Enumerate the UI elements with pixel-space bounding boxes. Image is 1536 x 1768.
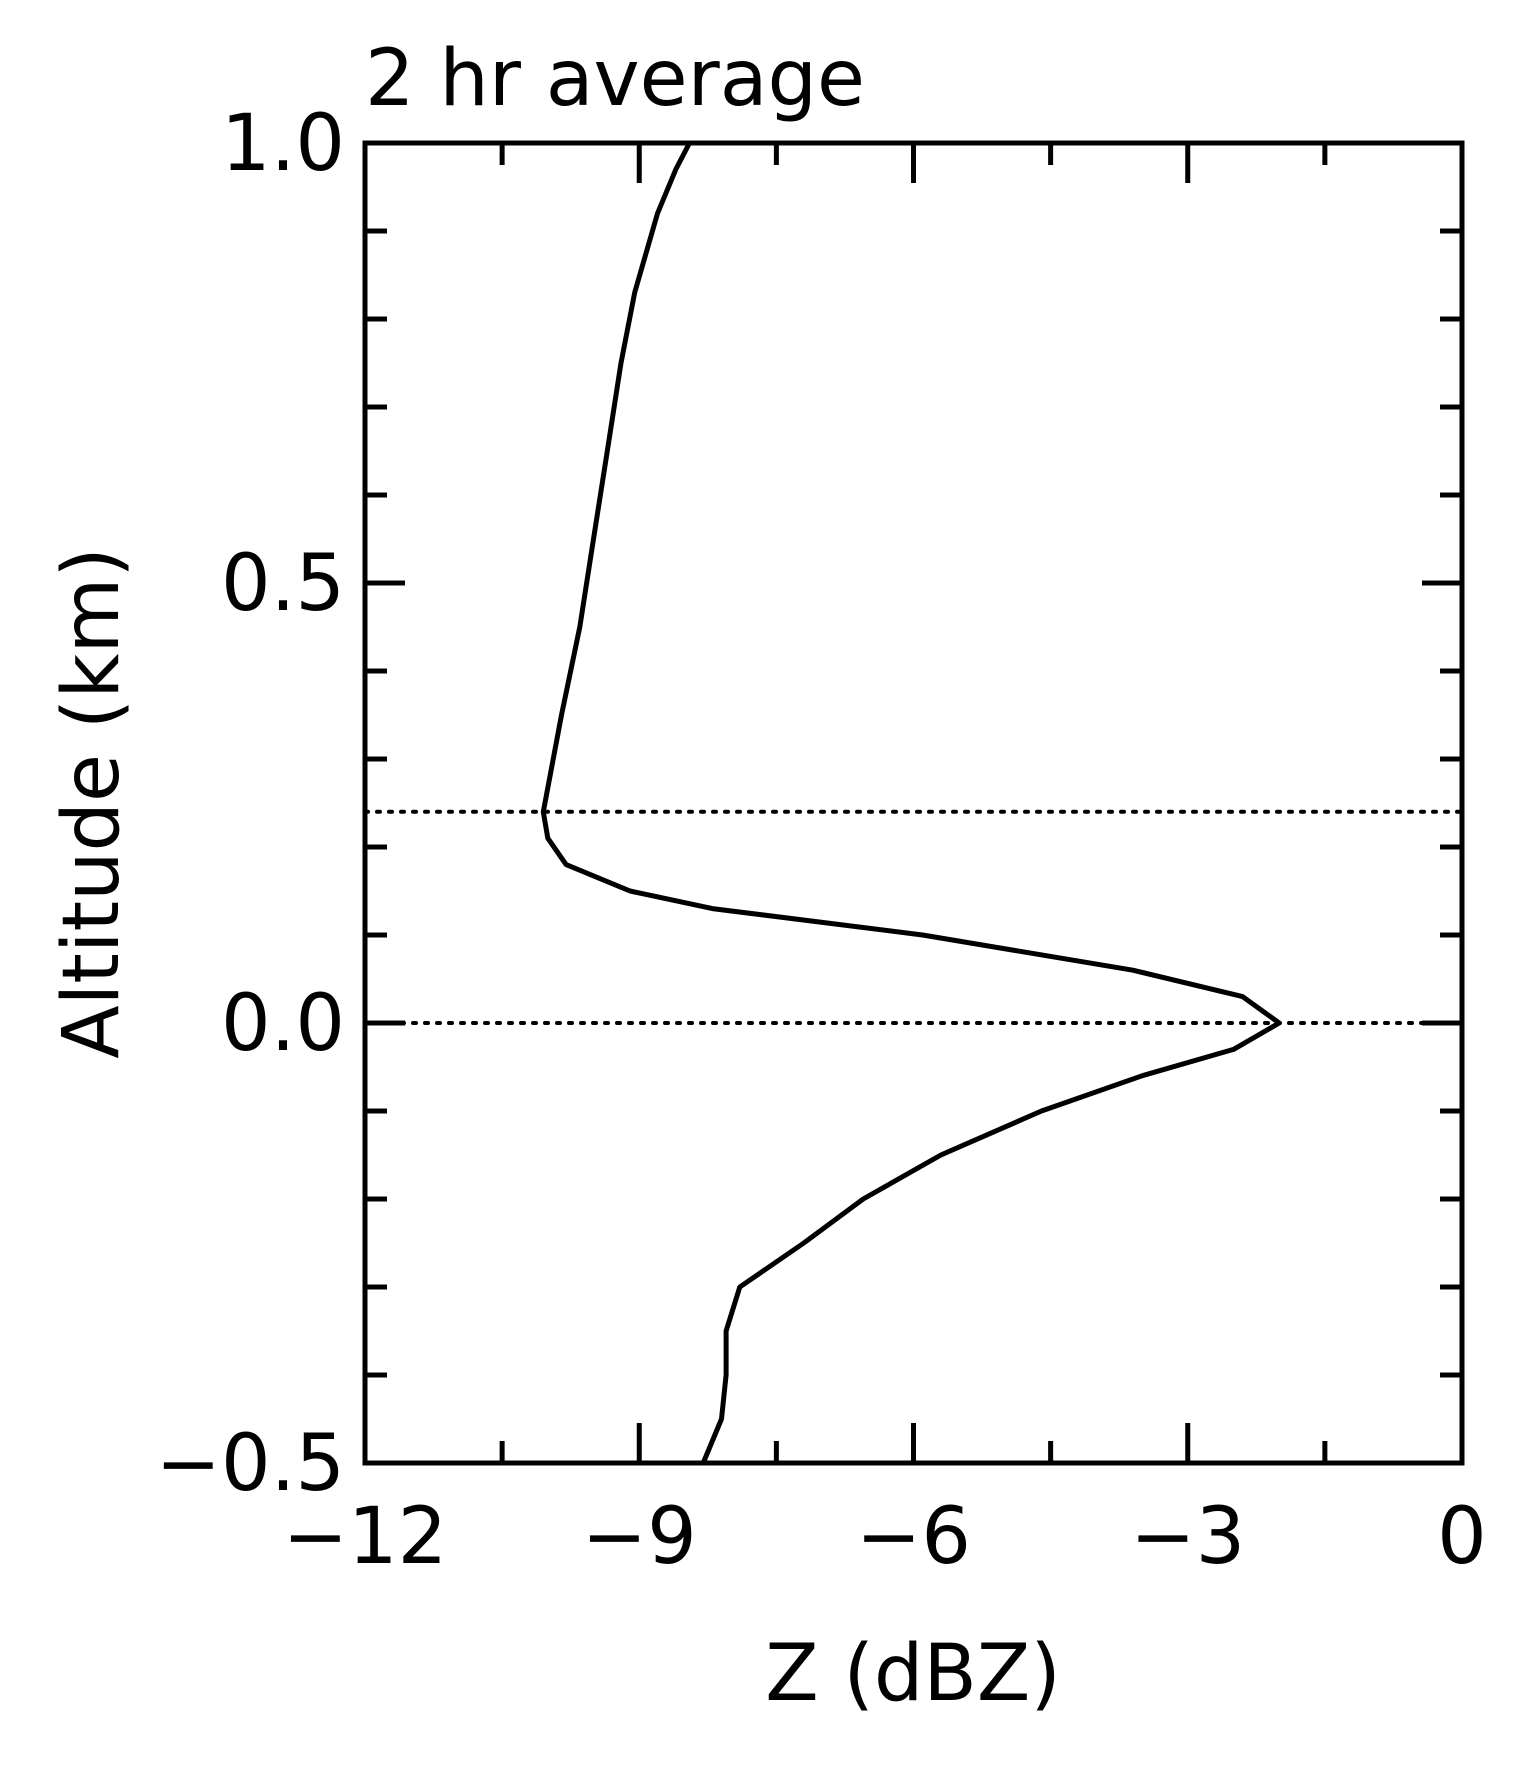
- x-tick-label: −3: [1130, 1492, 1245, 1582]
- plot-frame: [362, 140, 1465, 1466]
- y-tick-label: 0.5: [221, 539, 345, 629]
- profile-line: [540, 141, 1282, 1464]
- y-tick-label: −0.5: [156, 1419, 345, 1509]
- x-tick-label: −12: [283, 1492, 448, 1582]
- chart-title: 2 hr average: [365, 34, 865, 124]
- axis-ticks: [362, 140, 1465, 1466]
- y-tick-label: 0.0: [221, 979, 345, 1069]
- y-tick-labels: −0.5 0.0 0.5 1.0: [156, 99, 345, 1509]
- x-tick-label: 0: [1437, 1492, 1487, 1582]
- x-axis-label: Z (dBZ): [765, 1629, 1061, 1719]
- x-tick-label: −6: [856, 1492, 971, 1582]
- x-tick-label: −9: [582, 1492, 697, 1582]
- y-axis-label: Altitude (km): [47, 547, 137, 1059]
- y-tick-label: 1.0: [221, 99, 345, 189]
- x-tick-labels: −12 −9 −6 −3 0: [283, 1492, 1487, 1582]
- reference-lines: [363, 809, 1464, 1025]
